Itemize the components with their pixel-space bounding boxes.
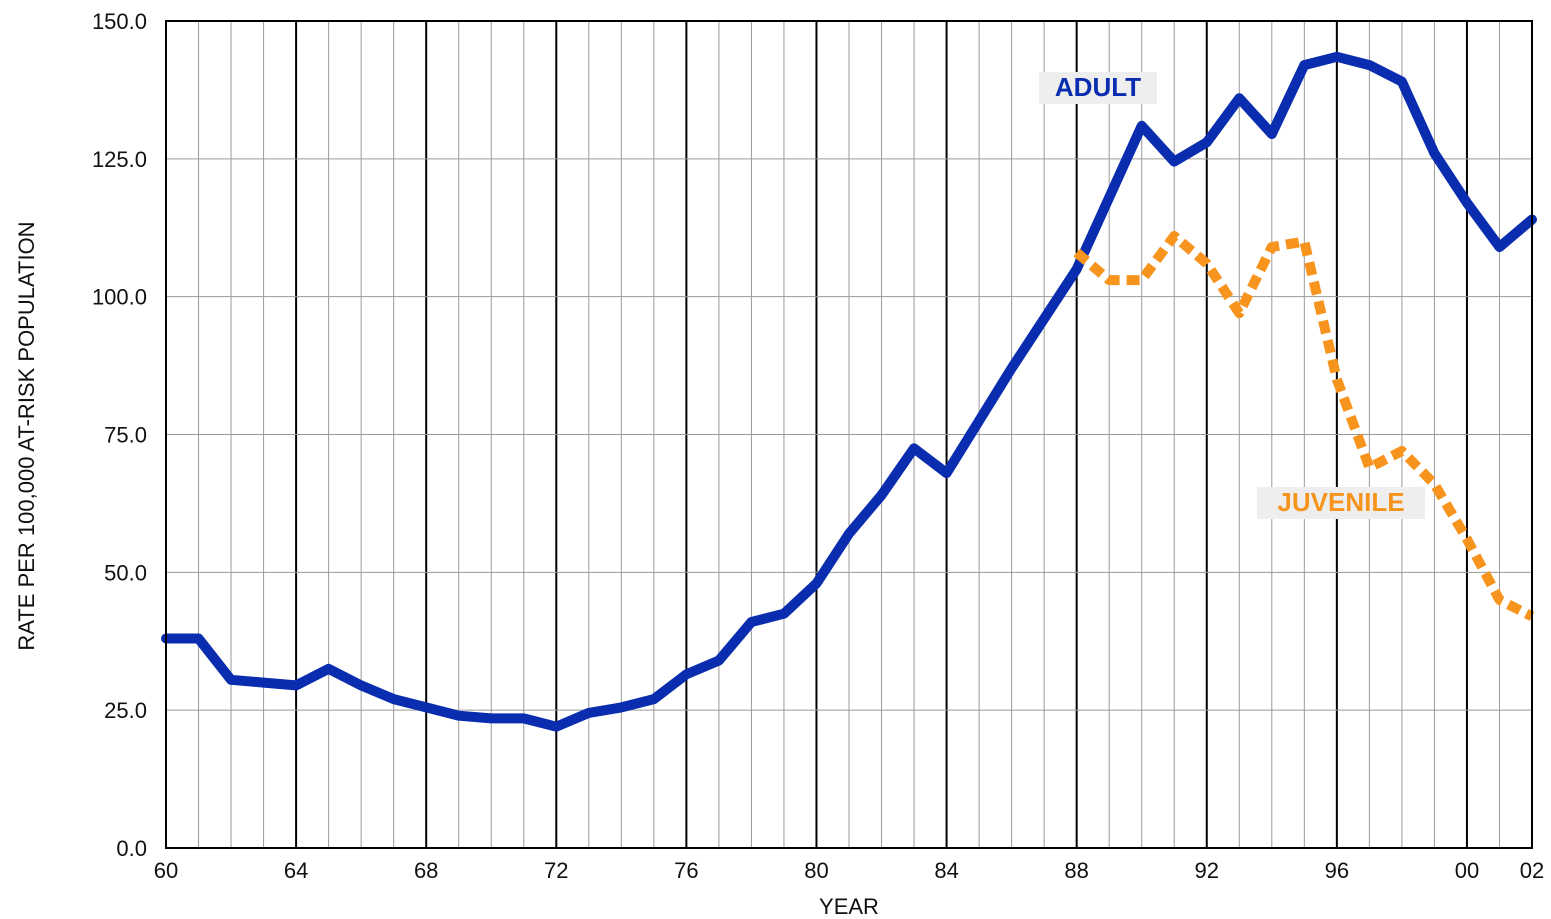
x-tick-label: 72 <box>544 858 568 883</box>
series-lines <box>161 51 1537 732</box>
y-tick-label: 125.0 <box>92 147 147 172</box>
series-label-adult: ADULT <box>1055 72 1141 102</box>
y-tick-label: 0.0 <box>116 836 147 861</box>
x-tick-label: 68 <box>414 858 438 883</box>
x-tick-label: 64 <box>284 858 308 883</box>
y-tick-label: 75.0 <box>104 423 147 448</box>
series-labels: ADULT JUVENILE <box>1039 72 1425 519</box>
x-tick-label: 96 <box>1325 858 1349 883</box>
x-tick-label: 60 <box>154 858 178 883</box>
y-tick-label: 25.0 <box>104 698 147 723</box>
y-tick-label: 50.0 <box>104 560 147 585</box>
tick-labels: 60 64 68 72 76 80 84 88 92 96 00 02 0.0 25.0 50.0 75.0 1… <box>92 9 1544 883</box>
series-label-background <box>1257 487 1425 519</box>
x-axis-label: YEAR <box>819 894 879 919</box>
x-tick-label: 88 <box>1064 858 1088 883</box>
y-tick-label: 150.0 <box>92 9 147 34</box>
x-tick-label: 76 <box>674 858 698 883</box>
series-line-adult <box>161 51 1537 732</box>
x-tick-label: 92 <box>1195 858 1219 883</box>
x-tick-label: 02 <box>1520 858 1544 883</box>
x-tick-label: 80 <box>804 858 828 883</box>
x-tick-label: 00 <box>1455 858 1479 883</box>
plot-frame <box>165 20 1533 849</box>
x-tick-label: 84 <box>934 858 958 883</box>
series-label-background <box>1039 72 1157 104</box>
y-axis-label: RATE PER 100,000 AT-RISK POPULATION <box>14 221 39 650</box>
y-tick-label: 100.0 <box>92 285 147 310</box>
series-label-juvenile: JUVENILE <box>1277 487 1404 517</box>
